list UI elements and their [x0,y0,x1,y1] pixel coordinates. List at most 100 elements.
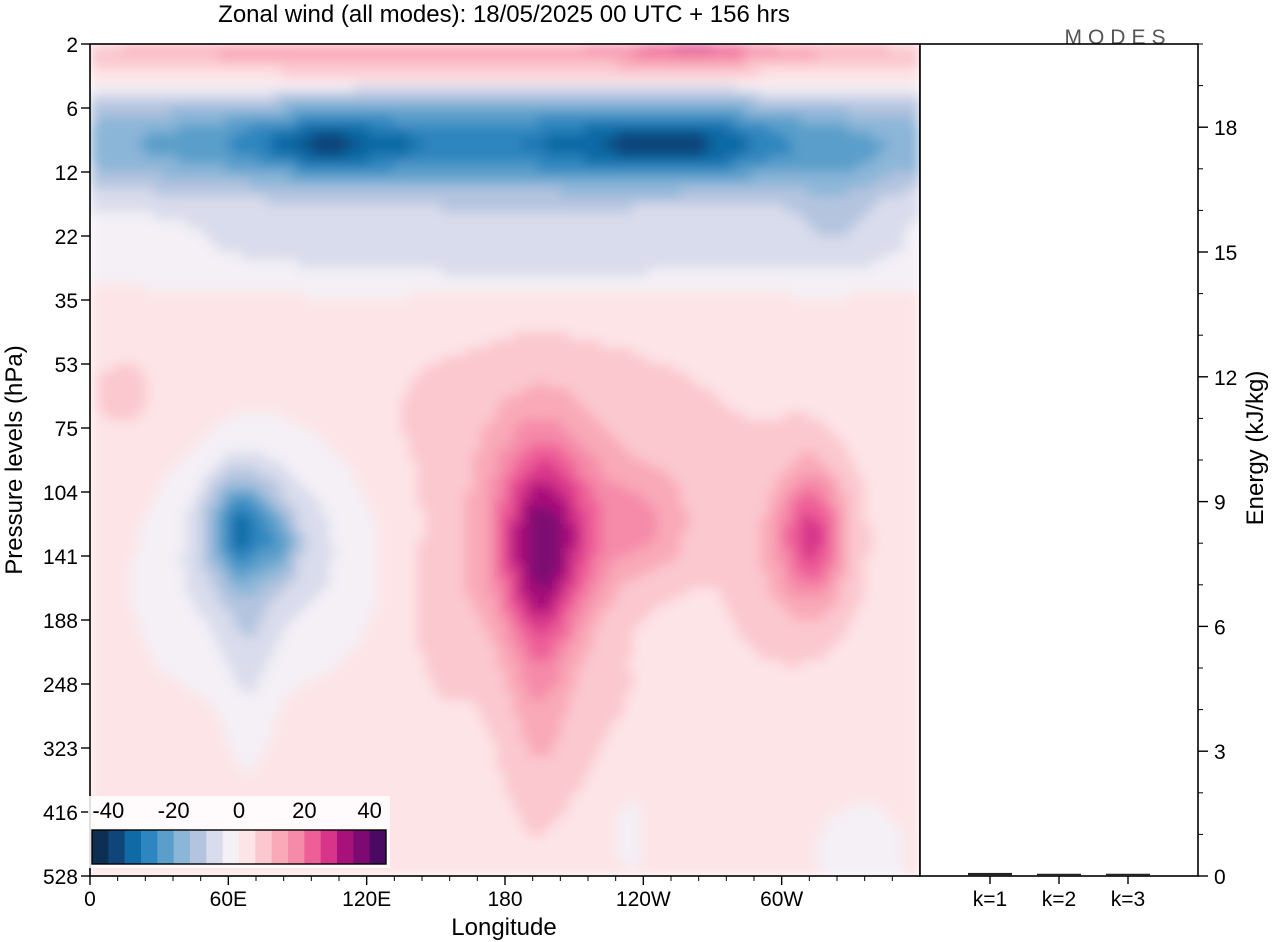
field-cell [161,236,171,245]
field-cell [624,140,634,149]
field-cell [544,316,554,325]
field-cell [401,300,410,309]
field-cell [696,60,706,69]
field-cell [792,372,801,381]
field-cell [800,164,809,173]
field-cell [840,204,849,213]
field-cell [672,316,682,325]
field-cell [401,252,410,261]
field-cell [824,164,833,173]
field-cell [712,148,722,157]
field-cell [161,380,171,389]
field-cell [105,132,115,141]
field-cell [97,284,107,293]
field-cell [497,180,506,189]
field-cell [592,340,602,349]
field-cell [449,108,458,117]
field-cell [824,108,833,117]
field-cell [441,212,450,221]
field-cell [848,324,857,333]
field-cell [417,300,426,309]
field-cell [425,412,434,421]
field-cell [169,84,179,93]
field-cell [225,260,235,269]
field-cell [560,300,570,309]
field-cell [824,196,833,205]
field-cell [137,220,147,229]
field-cell [616,172,626,181]
field-cell [664,236,674,245]
field-cell [473,252,482,261]
field-cell [888,188,897,197]
field-cell [425,188,434,197]
field-cell [552,100,562,109]
field-cell [457,92,466,101]
field-cell [872,316,881,325]
field-cell [129,100,139,109]
field-cell [672,244,682,253]
field-cell [393,212,402,221]
field-cell [361,140,370,149]
field-cell [528,44,538,53]
field-cell [808,60,817,69]
field-cell [848,76,857,85]
field-cell [377,180,386,189]
field-cell [624,148,634,157]
field-cell [864,380,873,389]
field-cell [648,404,658,413]
field-cell [473,228,482,237]
field-cell [305,332,315,341]
field-cell [385,84,394,93]
field-cell [632,380,642,389]
field-cell [433,356,442,365]
field-cell [520,196,530,205]
field-cell [249,156,259,165]
field-cell [560,268,570,277]
field-cell [225,172,235,181]
field-cell [305,404,315,413]
field-cell [90,372,99,381]
field-cell [385,204,394,213]
field-cell [425,324,434,333]
field-cell [481,148,490,157]
field-cell [145,268,155,277]
field-cell [505,356,514,365]
field-cell [289,388,299,397]
field-cell [297,212,307,221]
field-cell [600,92,610,101]
field-cell [497,44,506,53]
field-cell [800,116,809,125]
field-cell [441,332,450,341]
field-cell [808,404,817,413]
field-cell [185,148,195,157]
field-cell [249,324,259,333]
field-cell [728,212,738,221]
field-cell [465,236,474,245]
field-cell [161,268,171,277]
field-cell [185,324,195,333]
field-cell [145,52,155,61]
field-cell [680,188,690,197]
field-cell [864,44,873,53]
field-cell [177,92,187,101]
field-cell [744,68,753,77]
field-cell [848,156,857,165]
field-cell [345,308,354,317]
field-cell [241,188,251,197]
field-cell [90,252,99,261]
field-cell [648,316,658,325]
field-cell [816,340,825,349]
field-cell [97,236,107,245]
field-cell [113,284,123,293]
field-cell [297,236,307,245]
field-cell [353,348,362,357]
field-cell [97,364,107,373]
field-cell [632,44,642,53]
field-cell [337,292,346,301]
field-cell [321,140,331,149]
field-cell [776,412,785,421]
field-cell [385,100,394,109]
field-cell [417,244,426,253]
field-cell [680,332,690,341]
field-cell [816,308,825,317]
